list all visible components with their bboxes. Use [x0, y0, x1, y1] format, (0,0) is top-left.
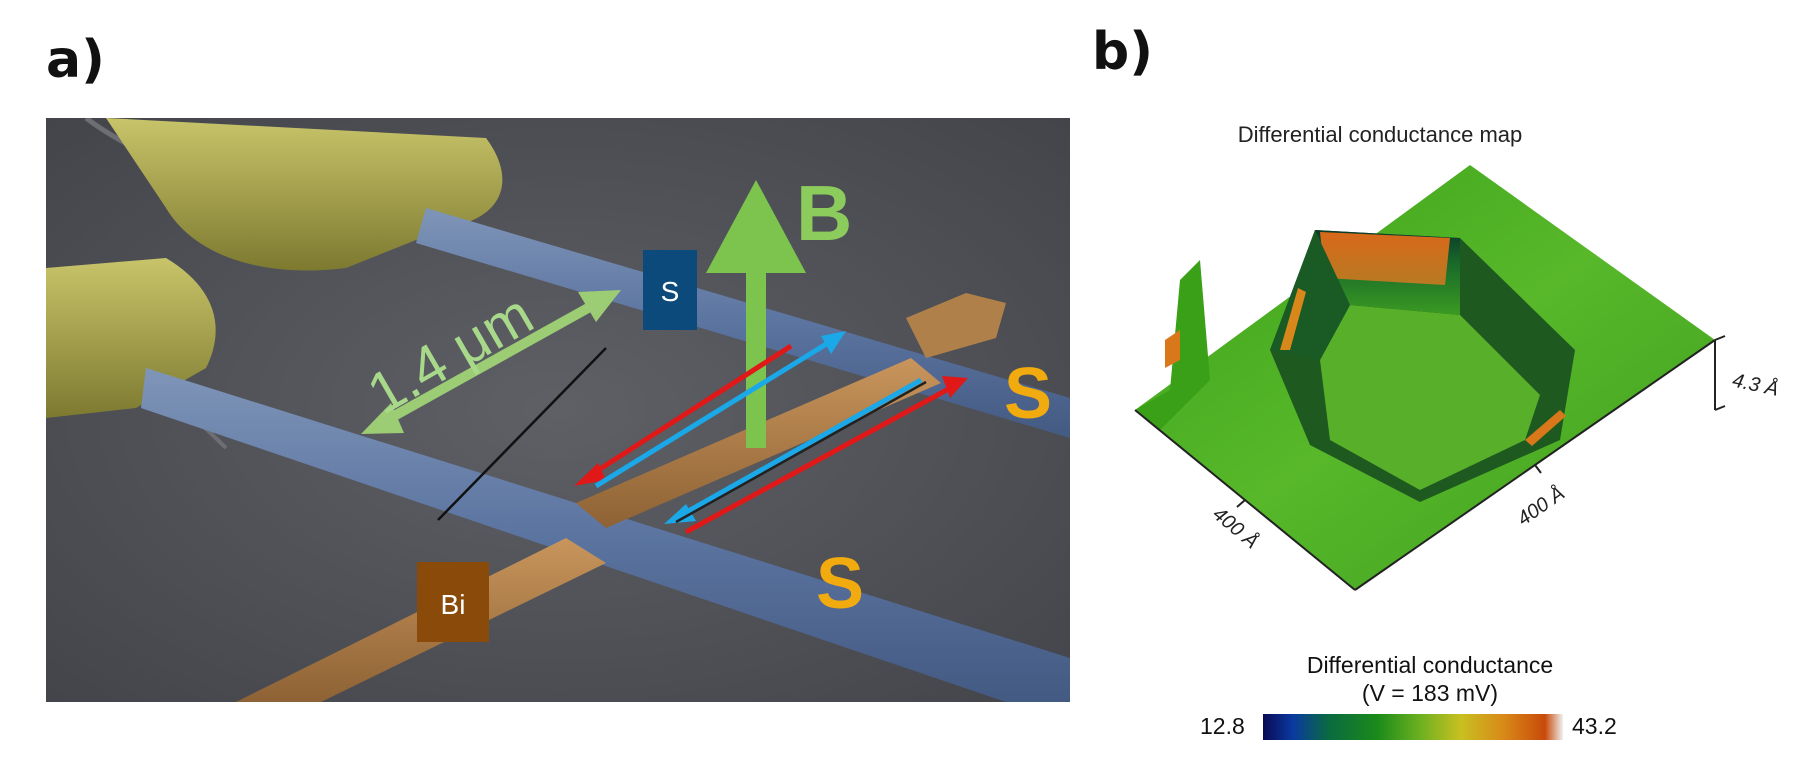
- edge-arrows-lower: [664, 376, 968, 535]
- axis-left-tick: [1236, 499, 1246, 508]
- axis-height-label: 4.3 Å: [1730, 369, 1780, 401]
- s-box: [643, 250, 697, 330]
- scale-arrowhead-right: [578, 290, 621, 322]
- colorbar-voltage: (V = 183 mV): [1361, 680, 1499, 706]
- ridge-orange: [1165, 330, 1180, 368]
- colorbar-max: 43.2: [1572, 713, 1617, 739]
- b-field-arrow-shaft: [746, 268, 766, 448]
- b-field-arrowhead: [706, 180, 806, 273]
- bi-box-label: Bi: [441, 589, 466, 620]
- pit-wall-right-orange: [1525, 410, 1566, 446]
- axis-height-tick-top: [1714, 335, 1726, 341]
- axis-left-label: 400 Å: [1208, 502, 1263, 553]
- colorbar-gradient: [1263, 714, 1563, 740]
- axis-right-tick: [1534, 464, 1542, 474]
- conductance-map-3d: Differential conductance map 400 Å 400 Å…: [1134, 122, 1781, 591]
- map-title: Differential conductance map: [1238, 122, 1523, 147]
- bi-nanowire-tip: [906, 293, 1006, 358]
- scale-arrowhead-left: [361, 403, 404, 434]
- sem-micrograph: 1.4 μm S Bi B S S: [46, 118, 1070, 702]
- b-field-label: B: [796, 169, 852, 257]
- panel-b-label: b): [1092, 22, 1153, 82]
- colorbar-min: 12.8: [1200, 713, 1245, 739]
- edge-arrows-upper: [574, 331, 846, 489]
- s-label-right: S: [1004, 354, 1052, 434]
- pit-wall-orange: [1320, 232, 1450, 285]
- axis-height-tick-bottom: [1714, 405, 1726, 411]
- junction-line: [437, 347, 607, 521]
- axis-right-label: 400 Å: [1513, 482, 1569, 531]
- scale-arrow: [373, 293, 609, 431]
- contact-pad-top: [106, 118, 503, 271]
- s-box-label: S: [661, 276, 680, 307]
- s-label-bottom: S: [816, 544, 864, 624]
- pit-wall-left-orange: [1280, 288, 1306, 350]
- panel-a-label: a): [46, 30, 105, 90]
- superconducting-wire-bottom: [141, 368, 1070, 702]
- pit-floor: [1320, 305, 1540, 490]
- colorbar: Differential conductance (V = 183 mV) 12…: [1200, 652, 1660, 752]
- colorbar-title: Differential conductance: [1306, 652, 1554, 678]
- bi-box: [417, 562, 489, 642]
- surface-ridge: [1135, 260, 1210, 430]
